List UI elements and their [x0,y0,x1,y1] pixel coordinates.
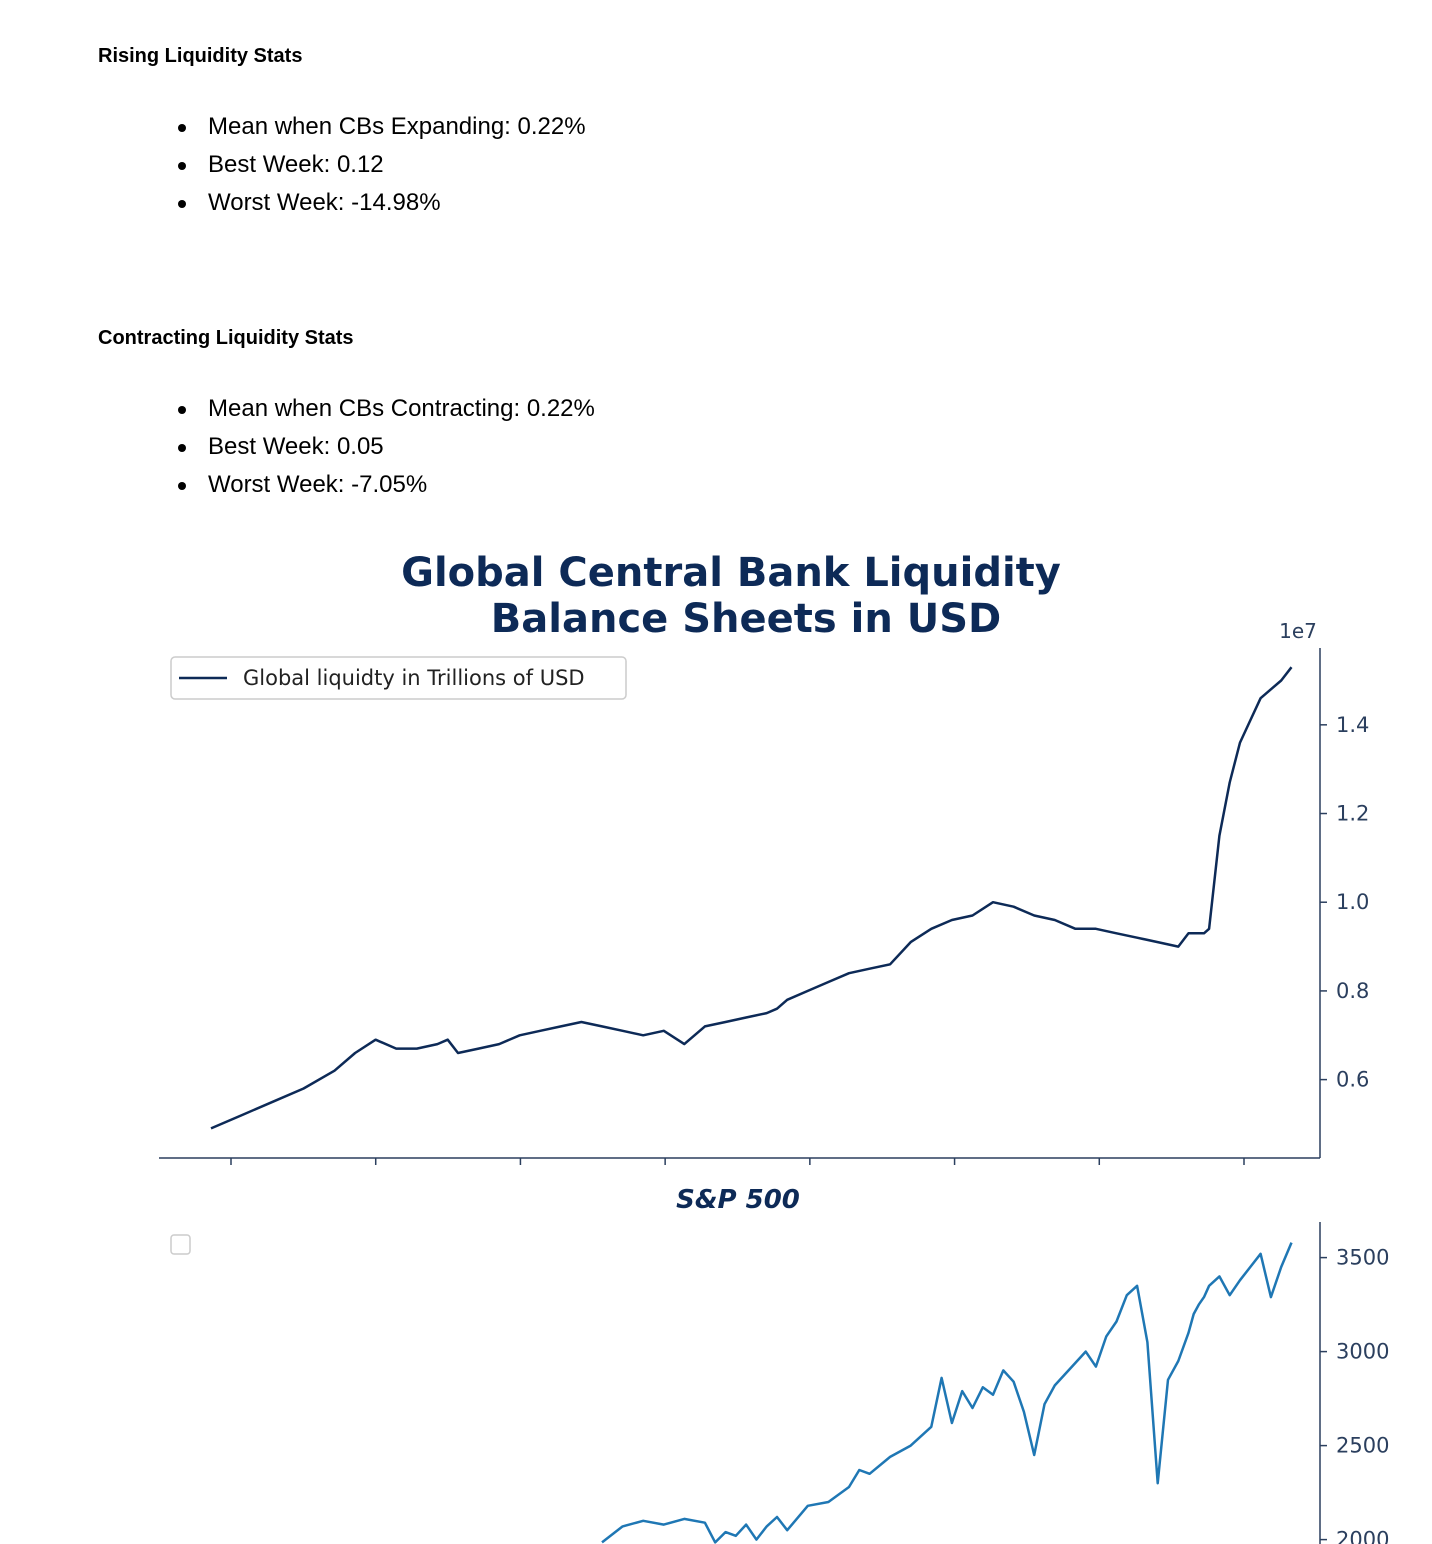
sp500-series-line [601,1242,1293,1544]
liquidity-y-tick-label: 1.0 [1336,890,1369,914]
sp500-y-tick-label: 2000 [1336,1528,1389,1544]
liquidity-legend-label: Global liquidty in Trillions of USD [243,666,585,690]
liquidity-chart-title-line-2: Balance Sheets in USD [491,596,1001,642]
liquidity-legend: Global liquidty in Trillions of USD [170,656,627,700]
liquidity-y-tick-label: 0.6 [1336,1068,1369,1092]
liquidity-offset-label: 1e7 [1279,619,1317,643]
contracting-stat-worst-week: Worst Week: -7.05% [174,466,595,504]
sp500-y-tick-label: 2500 [1336,1434,1389,1458]
rising-stat-mean: Mean when CBs Expanding: 0.22% [174,108,586,146]
sp500-y-tick-label: 3500 [1336,1246,1389,1270]
sp500-legend-box [170,1234,191,1255]
contracting-stats-list: Mean when CBs Contracting: 0.22% Best We… [174,390,595,504]
contracting-stat-best-week: Best Week: 0.05 [174,428,595,466]
liquidity-legend-box [170,656,627,700]
sp500-chart-title: S&P 500 [676,1185,800,1215]
liquidity-y-tick-label: 1.4 [1336,713,1369,737]
liquidity-y-tick-label: 1.2 [1336,802,1369,826]
sp500-y-tick-label: 3000 [1336,1340,1389,1364]
sp500-chart: S&P 500 2000 2500 3000 3500 [170,1185,1389,1544]
contracting-stats-heading: Contracting Liquidity Stats [98,327,354,349]
rising-stats-heading: Rising Liquidity Stats [98,45,303,67]
liquidity-series-line [210,666,1293,1130]
rising-stats-list: Mean when CBs Expanding: 0.22% Best Week… [174,108,586,222]
liquidity-chart-title-line-1: Global Central Bank Liquidity [401,550,1061,596]
contracting-stat-mean: Mean when CBs Contracting: 0.22% [174,390,595,428]
rising-stat-best-week: Best Week: 0.12 [174,146,586,184]
rising-stat-worst-week: Worst Week: -14.98% [174,184,586,222]
liquidity-chart: Global Central Bank Liquidity Balance Sh… [159,550,1369,1165]
liquidity-y-tick-label: 0.8 [1336,979,1369,1003]
